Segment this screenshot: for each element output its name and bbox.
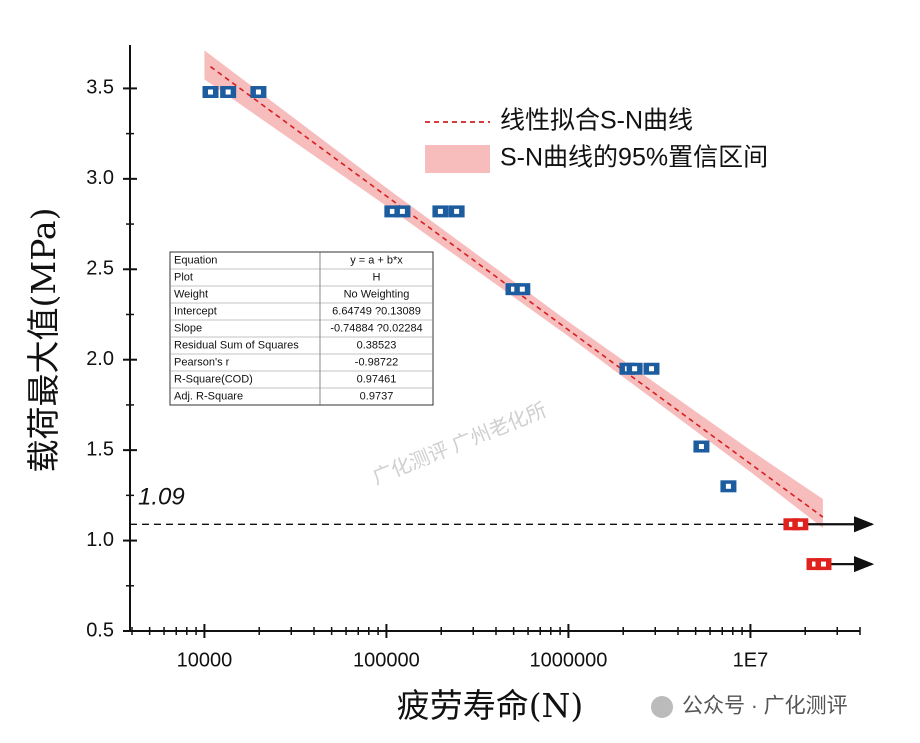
- data-point: [220, 86, 237, 99]
- table-cell: R-Square(COD): [174, 373, 253, 385]
- x-tick-label: 1000000: [529, 649, 607, 671]
- marker-core: [648, 366, 654, 372]
- table-cell: Plot: [174, 271, 193, 283]
- data-point: [514, 283, 531, 296]
- marker-core: [519, 286, 525, 292]
- marker-core: [399, 208, 405, 214]
- marker-core: [812, 561, 818, 567]
- marker-core: [454, 208, 460, 214]
- x-tick-label: 100000: [353, 649, 420, 671]
- watermark: 广化测评 广州老化所: [369, 398, 550, 489]
- x-axis-title: 疲劳寿命(N): [397, 686, 584, 725]
- y-tick-label: 3.5: [86, 77, 114, 99]
- table-cell: Weight: [174, 288, 208, 300]
- wechat-icon: [651, 696, 673, 718]
- marker-core: [698, 444, 704, 450]
- marker-core: [255, 89, 261, 95]
- marker-core: [725, 483, 731, 489]
- data-point: [693, 440, 710, 453]
- legend-swatch: [425, 145, 490, 173]
- data-point: [792, 518, 809, 531]
- marker-core: [225, 89, 231, 95]
- y-axis-title: 载荷最大值(MPa): [24, 208, 63, 473]
- y-tick-label: 3.0: [86, 167, 114, 189]
- marker-core: [389, 208, 395, 214]
- data-point: [643, 362, 660, 375]
- data-point: [815, 558, 832, 571]
- table-cell: -0.74884 ?0.02284: [330, 322, 422, 334]
- data-point: [448, 205, 465, 218]
- footer-watermark: 公众号 · 广化测评: [682, 695, 848, 718]
- data-point: [394, 205, 411, 218]
- table-cell: 0.9737: [360, 390, 394, 402]
- legend-label: S-N曲线的95%置信区间: [500, 144, 768, 172]
- table-cell: No Weighting: [344, 288, 410, 300]
- y-tick-label: 0.5: [86, 619, 114, 641]
- table-cell: Equation: [174, 254, 217, 266]
- data-point: [720, 480, 737, 493]
- stats-table: [169, 251, 434, 406]
- data-point: [202, 86, 219, 99]
- reference-label: 1.09: [138, 484, 185, 511]
- marker-core: [437, 208, 443, 214]
- x-tick-label: 1E7: [733, 649, 769, 671]
- y-tick-label: 2.0: [86, 348, 114, 370]
- table-cell: Pearson's r: [174, 356, 230, 368]
- table-cell: Slope: [174, 322, 202, 334]
- y-tick-label: 2.5: [86, 258, 114, 280]
- table-cell: -0.98722: [355, 356, 398, 368]
- marker-core: [632, 366, 638, 372]
- data-point: [432, 205, 449, 218]
- legend-label: 线性拟合S-N曲线: [500, 107, 693, 135]
- marker-core: [820, 561, 826, 567]
- x-tick-label: 10000: [177, 649, 233, 671]
- data-point: [250, 86, 267, 99]
- table-cell: Residual Sum of Squares: [174, 339, 299, 351]
- table-cell: Adj. R-Square: [174, 390, 243, 402]
- marker-core: [510, 286, 516, 292]
- marker-core: [208, 89, 214, 95]
- table-cell: 0.38523: [357, 339, 397, 351]
- marker-core: [788, 521, 794, 527]
- table-cell: 6.64749 ?0.13089: [332, 305, 421, 317]
- table-cell: Intercept: [174, 305, 217, 317]
- table-cell: H: [373, 271, 381, 283]
- table-cell: y = a + b*x: [350, 254, 403, 266]
- y-tick-label: 1.5: [86, 438, 114, 460]
- data-point: [626, 362, 643, 375]
- table-cell: 0.97461: [357, 373, 397, 385]
- y-tick-label: 1.0: [86, 529, 114, 551]
- marker-core: [797, 521, 803, 527]
